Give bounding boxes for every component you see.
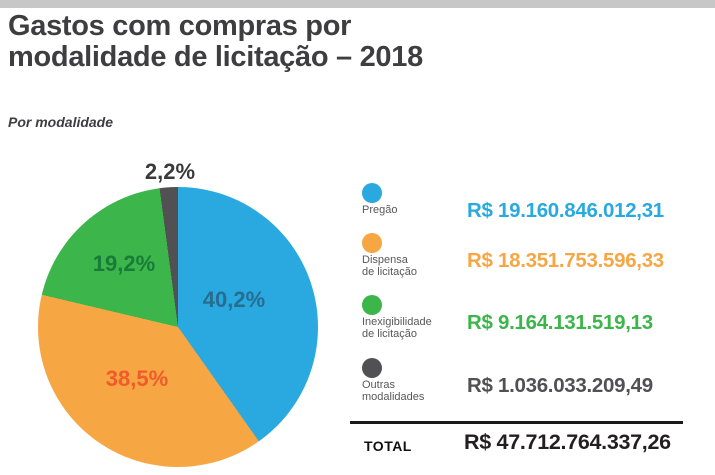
legend-swatch-outras bbox=[362, 358, 382, 378]
legend-label-line1: Dispensa bbox=[362, 254, 408, 266]
total-label: TOTAL bbox=[364, 438, 412, 454]
legend-label-line1: Outras bbox=[362, 379, 396, 391]
legend-value-pregao: R$ 19.160.846.012,31 bbox=[467, 199, 664, 222]
page-title: Gastos com compras por modalidade de lic… bbox=[8, 10, 423, 73]
legend-label-pregao: Pregão bbox=[362, 204, 398, 216]
legend-label-line2: modalidades bbox=[362, 390, 425, 403]
pie-slice-label-dispensa: 38,5% bbox=[105, 366, 169, 391]
legend-value-inexigibilidade: R$ 9.164.131.519,13 bbox=[467, 311, 653, 334]
legend-item-dispensa: Dispensa de licitação R$ 18.351.753.596,… bbox=[362, 233, 692, 278]
legend-label-dispensa: Dispensa de licitação bbox=[362, 254, 692, 278]
legend-item-inexigibilidade: Inexigibilidade de licitação R$ 9.164.13… bbox=[362, 295, 692, 340]
legend-label-line1: Inexigibilidade bbox=[362, 316, 432, 328]
legend-label-inexigibilidade: Inexigibilidade de licitação bbox=[362, 316, 692, 340]
legend-swatch-inexigibilidade bbox=[362, 295, 382, 315]
legend-value-dispensa: R$ 18.351.753.596,33 bbox=[467, 249, 664, 272]
total-divider bbox=[350, 421, 683, 424]
legend-label-line2: de licitação bbox=[362, 327, 418, 340]
legend-value-outras: R$ 1.036.033.209,49 bbox=[467, 374, 653, 397]
legend-item-outras: Outras modalidades R$ 1.036.033.209,49 bbox=[362, 358, 692, 403]
legend-swatch-dispensa bbox=[362, 233, 382, 253]
legend-label-outras: Outras modalidades bbox=[362, 379, 692, 403]
chart-subtitle: Por modalidade bbox=[8, 114, 114, 130]
legend-swatch-pregao bbox=[362, 183, 382, 203]
legend-item-pregao: Pregão R$ 19.160.846.012,31 bbox=[362, 183, 692, 222]
pie-slice-label-pregao: 40,2% bbox=[202, 287, 266, 312]
legend-label-line2: de licitação bbox=[362, 265, 418, 278]
pie-chart bbox=[38, 187, 318, 467]
top-accent-bar bbox=[0, 0, 715, 8]
pie-slice-label-inexigibilidade: 19,2% bbox=[92, 251, 156, 276]
pie-slice-label-outras: 2,2% bbox=[144, 159, 196, 184]
total-value: R$ 47.712.764.337,26 bbox=[464, 430, 671, 454]
